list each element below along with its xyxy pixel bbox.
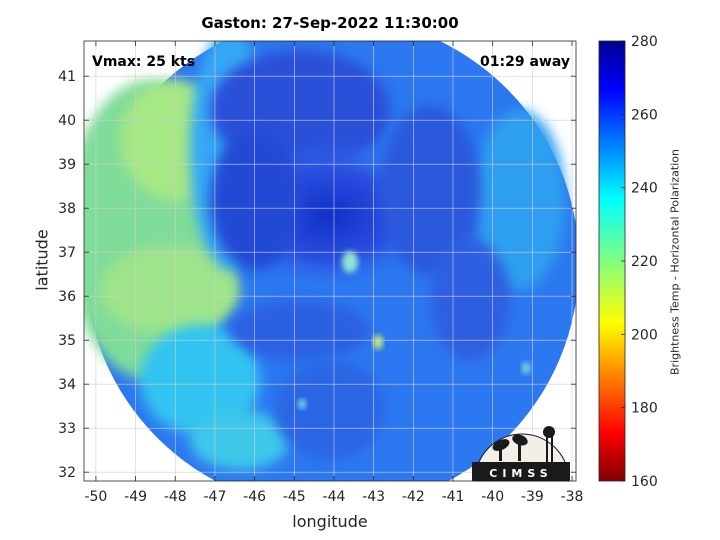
y-tick-label: 32 xyxy=(58,465,76,481)
cyan-region-southwest xyxy=(140,325,260,435)
x-tick-label: -38 xyxy=(561,489,584,505)
warm-spot-south xyxy=(373,335,383,349)
x-tick-label: -49 xyxy=(124,489,147,505)
x-tick-label: -42 xyxy=(402,489,425,505)
logo-dish-left xyxy=(492,439,510,451)
logo-dish-right xyxy=(512,434,528,446)
colorbar-tick-label: 280 xyxy=(631,34,658,50)
vmax-label: Vmax: 25 kts xyxy=(92,54,196,70)
y-tick-label: 33 xyxy=(58,421,76,437)
cyan-region-south xyxy=(190,410,290,470)
x-tick-label: -39 xyxy=(521,489,544,505)
cimss-logo: CIMSS xyxy=(472,426,570,482)
warm-region-west-center xyxy=(100,245,240,335)
eye-warm-spot xyxy=(342,251,358,273)
logo-dish-left-stand xyxy=(499,447,502,461)
colorbar-tick-label: 160 xyxy=(631,474,658,490)
time-away-label: 01:29 away xyxy=(480,54,570,70)
logo-banner xyxy=(472,462,570,481)
y-axis-label: latitude xyxy=(32,229,52,291)
x-tick-label: -50 xyxy=(84,489,107,505)
x-tick-label: -40 xyxy=(481,489,504,505)
y-tick-label: 38 xyxy=(58,201,76,217)
colorbar xyxy=(598,40,626,482)
colorbar-tick-label: 200 xyxy=(631,327,658,343)
colorbar-tick-label: 260 xyxy=(631,107,658,123)
x-tick-label: -48 xyxy=(164,489,187,505)
colorbar-ticks: 160 180 200 220 240 260 280 xyxy=(621,34,658,490)
y-tick-label: 41 xyxy=(58,69,76,85)
y-tick-label: 39 xyxy=(58,157,76,173)
logo-dish-right-stand xyxy=(518,442,521,461)
x-tick-label: -44 xyxy=(323,489,346,505)
x-tick-label: -46 xyxy=(243,489,266,505)
warm-spot-southeast xyxy=(522,362,530,374)
y-tick-label: 40 xyxy=(58,113,76,129)
logo-tower-tank xyxy=(543,426,555,438)
logo-tower-leg xyxy=(551,436,553,462)
x-tick-label: -43 xyxy=(362,489,385,505)
logo-tower-leg xyxy=(546,436,548,462)
colorbar-tick-label: 240 xyxy=(631,181,658,197)
cloud-band-west xyxy=(210,130,300,270)
y-tick-label: 36 xyxy=(58,289,76,305)
y-tick-label: 37 xyxy=(58,245,76,261)
chart-title: Gaston: 27-Sep-2022 11:30:00 xyxy=(201,14,459,32)
colorbar-tick-label: 180 xyxy=(631,401,658,417)
y-axis-ticks: 32 33 34 35 36 37 38 39 40 41 xyxy=(58,69,576,481)
colorbar-tick-label: 220 xyxy=(631,254,658,270)
cyan-region-east xyxy=(475,110,565,290)
cloud-band-east xyxy=(380,105,480,275)
x-tick-label: -41 xyxy=(442,489,465,505)
cloud-band-far-south xyxy=(275,360,385,460)
logo-text: CIMSS xyxy=(489,467,552,480)
plot-border xyxy=(83,40,577,482)
x-axis-ticks: -50 -49 -48 -47 -46 -45 -44 -43 -42 -41 -40 -39 -38 xyxy=(84,41,583,505)
cloud-band-southeast xyxy=(430,240,510,360)
x-tick-label: -47 xyxy=(203,489,226,505)
y-tick-label: 34 xyxy=(58,377,76,393)
cloud-band-south xyxy=(230,300,370,360)
grid-lines xyxy=(84,41,576,481)
colorbar-label: Brightness Temp - Horizontal Polarizatio… xyxy=(668,149,682,375)
x-tick-label: -45 xyxy=(283,489,306,505)
x-axis-label: longitude xyxy=(292,512,368,531)
warm-spot-south-west xyxy=(298,399,306,409)
y-tick-label: 35 xyxy=(58,333,76,349)
